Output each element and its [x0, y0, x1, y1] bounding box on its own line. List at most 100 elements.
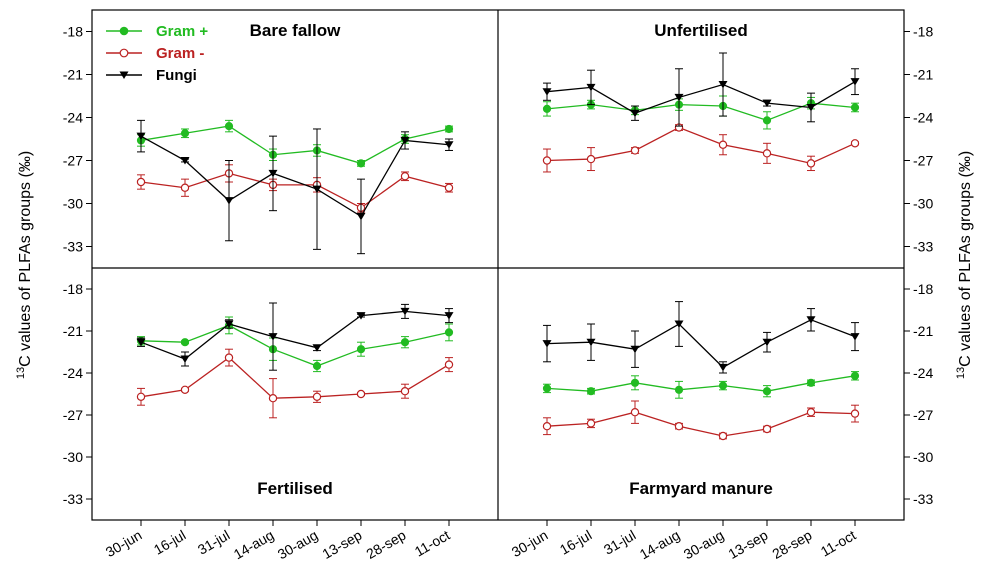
data-point: [850, 333, 860, 341]
data-point: [542, 384, 552, 393]
y-tick-label: -18: [913, 281, 933, 297]
series-line: [140, 135, 450, 218]
data-point: [444, 183, 454, 192]
series-fungi-panel-2: [542, 52, 860, 127]
data-point: [586, 419, 596, 428]
data-point: [586, 83, 596, 92]
data-point: [224, 122, 234, 131]
data-point: [762, 116, 772, 125]
y-tick-label: -30: [63, 449, 83, 465]
series-line: [140, 172, 450, 209]
data-point: [180, 355, 190, 363]
y-axis-label-left: 13C values of PLFAs groups (‰): [15, 151, 34, 379]
data-point: [806, 378, 816, 387]
series-gram-plus-panel-2: [542, 95, 860, 130]
series-gram-minus-panel-1: [136, 164, 454, 213]
series-line: [546, 319, 856, 369]
data-point: [762, 99, 772, 108]
y-tick-label: -27: [63, 407, 83, 423]
data-point: [444, 124, 454, 134]
data-point: [806, 408, 816, 417]
y-tick-label: -33: [913, 491, 933, 507]
data-point: [356, 159, 366, 168]
data-point: [400, 338, 410, 347]
data-point: [586, 387, 596, 396]
x-tick-label: 28-sep: [769, 527, 814, 562]
y-tick-label: -30: [913, 449, 933, 465]
x-tick-label: 11-oct: [818, 527, 859, 560]
data-point: [542, 422, 552, 431]
y-tick-label: -33: [63, 239, 83, 255]
x-tick-label: 28-sep: [363, 527, 408, 562]
x-tick-label: 30-aug: [275, 527, 321, 563]
series-gram-plus-panel-4: [542, 371, 860, 399]
legend: Gram + Gram - Fungi: [106, 23, 208, 84]
data-point: [180, 385, 190, 394]
series-line: [546, 81, 856, 114]
legend-label-fungi: Fungi: [156, 67, 197, 84]
data-point: [806, 159, 816, 168]
data-point: [630, 345, 640, 354]
data-point: [850, 78, 860, 86]
y-tick-label: -24: [63, 110, 83, 126]
series-gram-minus-panel-4: [542, 400, 860, 441]
series-gram-plus-panel-3: [136, 316, 454, 373]
series-layer: [136, 52, 860, 441]
data-point: [630, 408, 640, 417]
x-tick-label: 13-sep: [725, 527, 770, 562]
y-tick-label: -24: [63, 365, 83, 381]
panel-title-bare-fallow: Bare fallow: [250, 21, 341, 40]
data-point: [444, 328, 454, 337]
data-point: [312, 361, 322, 371]
y-tick-label: -18: [913, 24, 933, 40]
data-point: [762, 424, 772, 434]
y-tick-label: -27: [63, 153, 83, 169]
data-point: [718, 140, 728, 149]
data-point: [630, 109, 640, 118]
legend-marker-gram-minus: [119, 48, 129, 58]
data-point: [674, 422, 684, 431]
data-point: [356, 312, 366, 320]
data-point: [586, 338, 596, 347]
legend-marker-fungi: [119, 71, 129, 79]
y-tick-label: -33: [63, 491, 83, 507]
y-tick-label: -18: [63, 281, 83, 297]
series-line: [140, 310, 450, 360]
x-tick-label: 16-jul: [557, 527, 595, 558]
x-tick-label: 31-jul: [195, 527, 233, 558]
panel-title-fertilised: Fertilised: [257, 479, 333, 498]
data-point: [630, 378, 640, 387]
panel-title-farmyard-manure: Farmyard manure: [629, 479, 773, 498]
series-line: [140, 324, 450, 367]
data-point: [224, 197, 234, 205]
data-point: [762, 387, 772, 396]
data-point: [806, 316, 816, 324]
data-point: [180, 157, 190, 165]
y-tick-label: -27: [913, 153, 933, 169]
y-tick-label: -30: [63, 196, 83, 212]
legend-marker-gram-plus: [119, 26, 129, 36]
data-point: [224, 353, 234, 362]
data-point: [762, 338, 772, 347]
data-point: [630, 146, 640, 155]
data-point: [850, 139, 860, 148]
data-point: [400, 387, 410, 396]
data-point: [850, 371, 860, 380]
x-tick-label: 14-aug: [637, 527, 683, 563]
data-point: [312, 392, 322, 401]
data-point: [400, 307, 410, 316]
data-point: [718, 363, 728, 372]
data-point: [268, 333, 278, 341]
legend-label-gram-minus: Gram -: [156, 45, 204, 62]
x-tick-label: 30-jun: [509, 527, 551, 560]
data-point: [850, 409, 860, 418]
data-point: [674, 385, 684, 394]
data-point: [180, 183, 190, 192]
series-line: [546, 126, 856, 165]
x-tick-label: 30-aug: [681, 527, 727, 563]
data-point: [542, 156, 552, 165]
y-tick-label: -21: [63, 67, 83, 83]
data-point: [718, 431, 728, 441]
x-tick-label: 16-jul: [151, 527, 189, 558]
data-point: [674, 320, 684, 328]
